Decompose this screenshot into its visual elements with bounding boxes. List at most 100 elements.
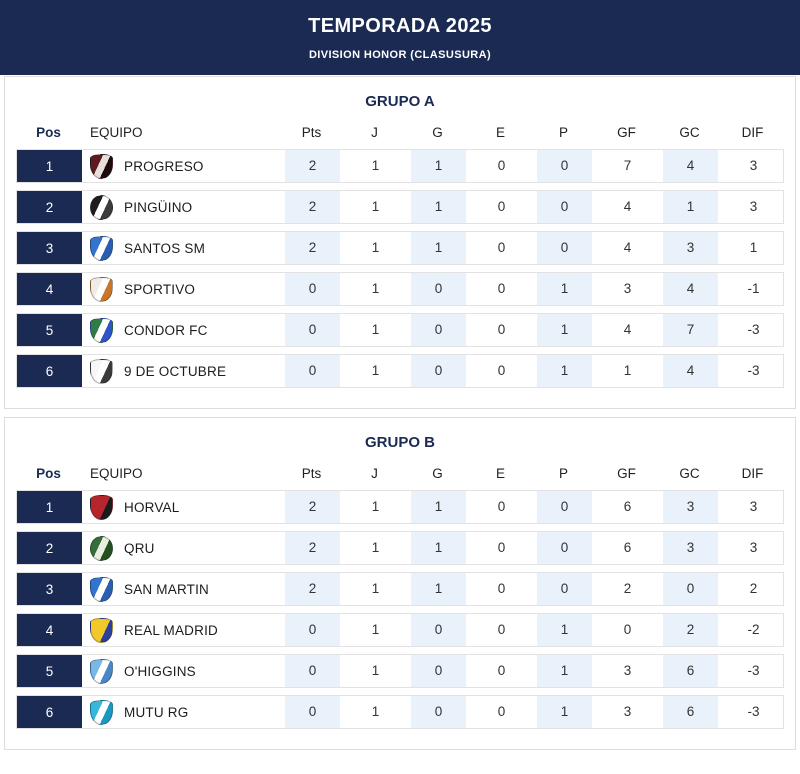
stat-p: 0 xyxy=(533,150,596,182)
stat-gf: 3 xyxy=(623,663,632,678)
stat-j: 1 xyxy=(371,281,380,296)
table-row: 3 SAN MARTIN 2 1 1 0 0 2 0 2 xyxy=(16,572,784,606)
stat-gc: 4 xyxy=(659,273,722,305)
stat-p: 0 xyxy=(533,491,596,523)
col-header-dif: DIF xyxy=(741,125,764,140)
table-row: 2 PINGÜINO 2 1 1 0 0 4 1 3 xyxy=(16,190,784,224)
stat-p: 1 xyxy=(533,655,596,687)
stat-pts: 0 xyxy=(281,355,344,387)
position-cell: 5 xyxy=(17,314,82,346)
real-madrid-crest xyxy=(90,617,113,643)
team-cell: SPORTIVO xyxy=(82,276,281,302)
stat-g: 0 xyxy=(407,355,470,387)
stat-dif: -3 xyxy=(747,704,760,719)
stat-p: 1 xyxy=(533,314,596,346)
team-name: SAN MARTIN xyxy=(124,581,210,597)
stat-gc: 7 xyxy=(659,314,722,346)
stat-dif: 3 xyxy=(749,158,758,173)
stat-gf: 4 xyxy=(623,322,632,337)
stat-j: 1 xyxy=(371,158,380,173)
team-cell: O'HIGGINS xyxy=(82,658,281,684)
stat-g: 0 xyxy=(407,314,470,346)
stat-gf: 0 xyxy=(623,622,632,637)
stat-j: 1 xyxy=(371,240,380,255)
position-cell: 6 xyxy=(17,696,82,728)
position-cell: 2 xyxy=(17,532,82,564)
team-name: O'HIGGINS xyxy=(124,663,196,679)
table-row: 4 REAL MADRID 0 1 0 0 1 0 2 -2 xyxy=(16,613,784,647)
stat-e: 0 xyxy=(497,322,506,337)
santos-sm-crest xyxy=(90,235,113,261)
table-row: 6 MUTU RG 0 1 0 0 1 3 6 -3 xyxy=(16,695,784,729)
team-name: QRU xyxy=(124,540,155,556)
stat-g: 1 xyxy=(407,573,470,605)
group-b-column-header-row: Pos EQUIPO Pts J G E P GF GC DIF xyxy=(16,466,784,481)
qru-crest xyxy=(90,535,113,561)
stat-dif: -1 xyxy=(747,281,760,296)
col-header-equipo: EQUIPO xyxy=(90,466,143,481)
horval-crest xyxy=(90,494,113,520)
stat-e: 0 xyxy=(497,158,506,173)
team-name: REAL MADRID xyxy=(124,622,218,638)
col-header-gc: GC xyxy=(679,125,700,140)
group-a-title: GRUPO A xyxy=(365,93,435,110)
stat-e: 0 xyxy=(497,581,506,596)
position-cell: 6 xyxy=(17,355,82,387)
stat-gf: 6 xyxy=(623,540,632,555)
stat-dif: -3 xyxy=(747,322,760,337)
stat-gf: 4 xyxy=(623,199,632,214)
col-header-e: E xyxy=(495,125,505,140)
stat-e: 0 xyxy=(497,499,506,514)
stat-e: 0 xyxy=(497,240,506,255)
group-a-column-header-row: Pos EQUIPO Pts J G E P GF GC DIF xyxy=(16,125,784,140)
group-b-panel: GRUPO B Pos EQUIPO Pts J G E P GF GC DIF… xyxy=(4,417,796,750)
col-header-e: E xyxy=(495,466,505,481)
position-cell: 2 xyxy=(17,191,82,223)
table-row: 4 SPORTIVO 0 1 0 0 1 3 4 -1 xyxy=(16,272,784,306)
position-cell: 3 xyxy=(17,232,82,264)
team-name: CONDOR FC xyxy=(124,322,208,338)
col-header-g: G xyxy=(432,125,443,140)
col-header-pts: Pts xyxy=(301,466,322,481)
stat-pts: 0 xyxy=(281,314,344,346)
stat-p: 1 xyxy=(533,696,596,728)
stat-gf: 3 xyxy=(623,281,632,296)
team-cell: PROGRESO xyxy=(82,153,281,179)
stat-gc: 3 xyxy=(659,532,722,564)
stat-pts: 2 xyxy=(281,573,344,605)
standings-page: TEMPORADA 2025 DIVISION HONOR (CLASUSURA… xyxy=(0,0,800,750)
position-cell: 3 xyxy=(17,573,82,605)
progreso-crest xyxy=(90,153,113,179)
stat-e: 0 xyxy=(497,540,506,555)
stat-g: 0 xyxy=(407,273,470,305)
col-header-j: J xyxy=(371,125,378,140)
stat-p: 0 xyxy=(533,573,596,605)
position-cell: 4 xyxy=(17,273,82,305)
stat-pts: 0 xyxy=(281,696,344,728)
table-row: 1 PROGRESO 2 1 1 0 0 7 4 3 xyxy=(16,149,784,183)
stat-e: 0 xyxy=(497,199,506,214)
stat-dif: 3 xyxy=(749,199,758,214)
stat-gc: 6 xyxy=(659,655,722,687)
group-a-panel: GRUPO A Pos EQUIPO Pts J G E P GF GC DIF… xyxy=(4,76,796,409)
stat-pts: 0 xyxy=(281,273,344,305)
stat-j: 1 xyxy=(371,499,380,514)
stat-dif: -2 xyxy=(747,622,760,637)
stat-j: 1 xyxy=(371,540,380,555)
stat-gc: 3 xyxy=(659,232,722,264)
stat-pts: 2 xyxy=(281,232,344,264)
stat-dif: 3 xyxy=(749,540,758,555)
page-header: TEMPORADA 2025 DIVISION HONOR (CLASUSURA… xyxy=(0,0,800,75)
stat-j: 1 xyxy=(371,322,380,337)
table-row: 3 SANTOS SM 2 1 1 0 0 4 3 1 xyxy=(16,231,784,265)
stat-g: 1 xyxy=(407,232,470,264)
stat-gc: 6 xyxy=(659,696,722,728)
stat-j: 1 xyxy=(371,704,380,719)
stat-e: 0 xyxy=(497,704,506,719)
stat-pts: 2 xyxy=(281,532,344,564)
stat-e: 0 xyxy=(497,281,506,296)
9-de-octubre-crest xyxy=(90,358,113,384)
stat-pts: 2 xyxy=(281,491,344,523)
team-cell: QRU xyxy=(82,535,281,561)
stat-pts: 0 xyxy=(281,614,344,646)
